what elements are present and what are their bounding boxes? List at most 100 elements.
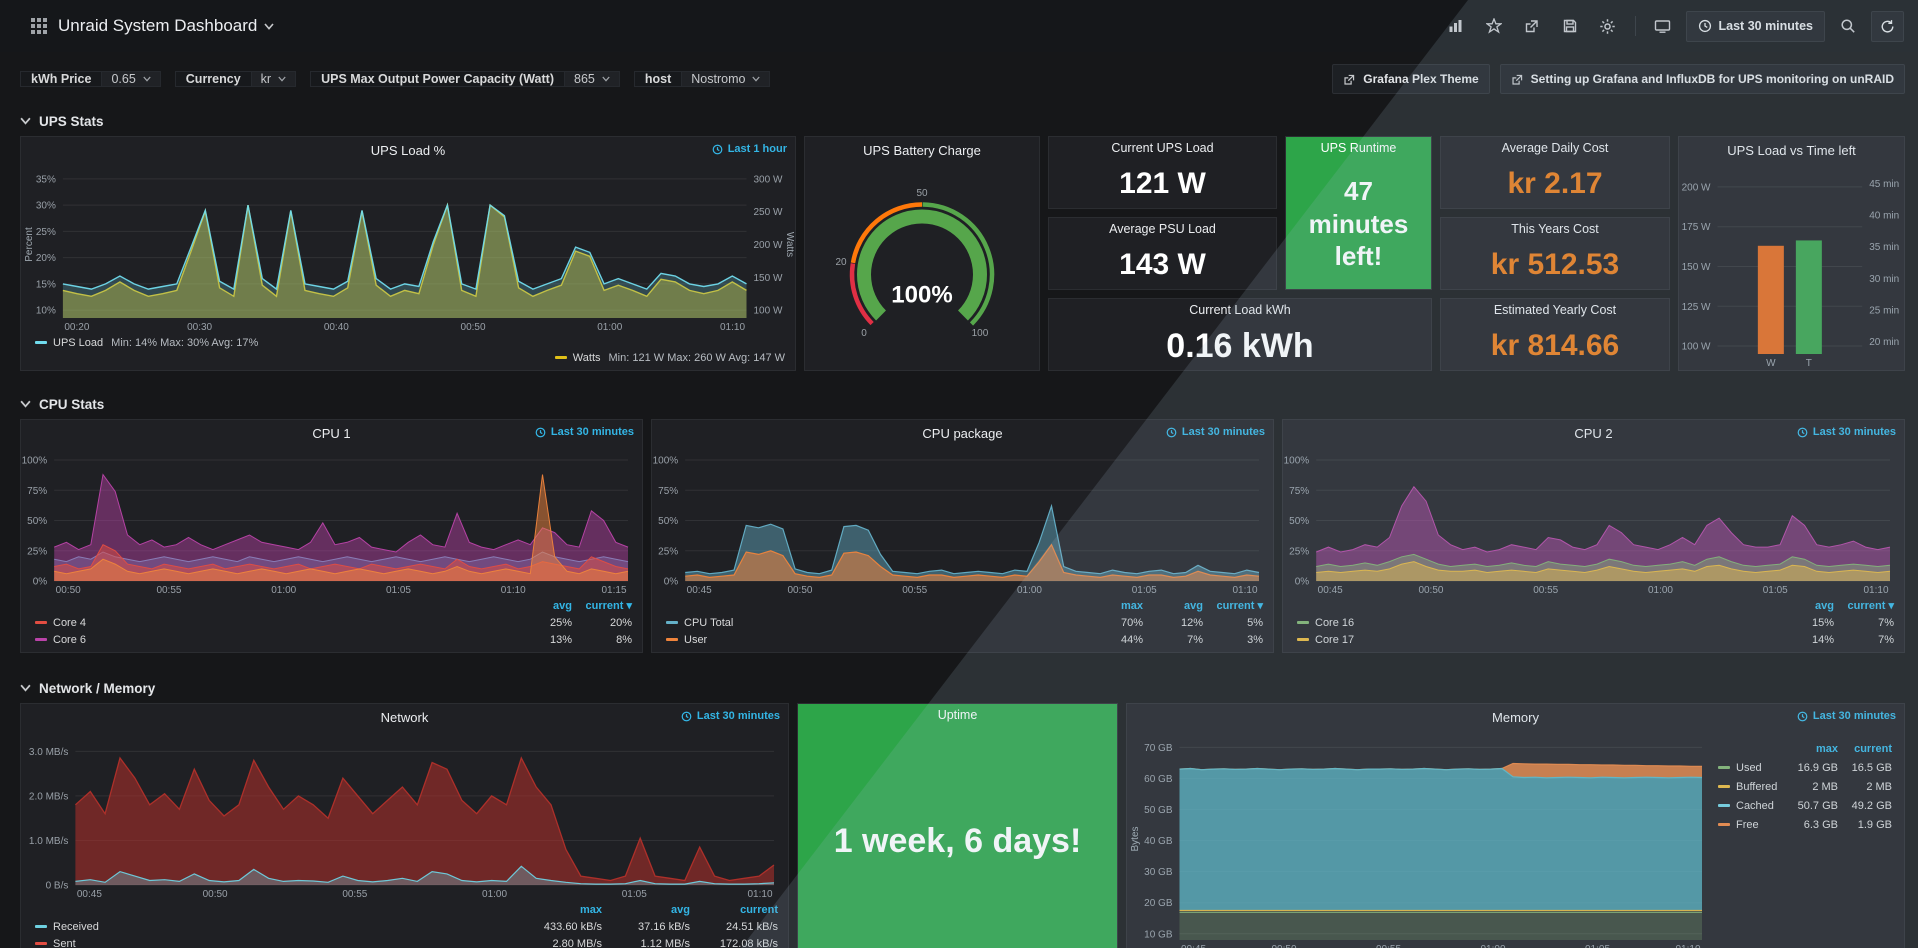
- panel-time-range[interactable]: Last 30 minutes: [1797, 426, 1896, 438]
- panel-title[interactable]: Estimated Yearly Cost: [1493, 303, 1617, 317]
- panel-title[interactable]: UPS Runtime: [1320, 141, 1397, 155]
- panel-time-range[interactable]: Last 30 minutes: [535, 426, 634, 438]
- svg-text:75%: 75%: [1289, 486, 1309, 497]
- svg-text:01:10: 01:10: [501, 585, 526, 596]
- link-grafana-plex-theme[interactable]: Grafana Plex Theme: [1332, 64, 1490, 94]
- panel-title[interactable]: Network: [380, 709, 429, 725]
- legend-key: [35, 341, 47, 344]
- ups-stats-grid: UPS Load % Last 1 hour 10% 15% 20% 25% 30% 35…: [20, 136, 1905, 371]
- legend-col-header[interactable]: avg: [553, 599, 572, 612]
- row-header-ups-stats[interactable]: UPS Stats: [20, 108, 1905, 134]
- legend-col-header[interactable]: avg: [671, 903, 690, 916]
- panel-title[interactable]: CPU 1: [312, 425, 351, 441]
- star-icon[interactable]: [1479, 11, 1509, 41]
- panel-title[interactable]: Average Daily Cost: [1501, 141, 1609, 155]
- legend-col-header[interactable]: max: [1815, 743, 1838, 755]
- legend-row[interactable]: User 44% 7% 3%: [666, 631, 1263, 648]
- cpu1-chart[interactable]: 0% 25% 50% 75% 100% 00:50 00:55 01:00 01:05 01:10…: [21, 446, 642, 597]
- panel-network: Network Last 30 minutes 0 B/s 1.0 MB/s 2.0…: [20, 703, 789, 948]
- panel-title[interactable]: Current Load kWh: [1189, 303, 1291, 317]
- add-panel-icon[interactable]: [1441, 11, 1471, 41]
- legend-row[interactable]: Core 4 25% 20%: [35, 614, 632, 631]
- legend-series-name[interactable]: Watts: [572, 351, 601, 364]
- panel-time-range[interactable]: Last 30 minutes: [1797, 710, 1896, 722]
- dashboard-title[interactable]: Unraid System Dashboard: [58, 16, 274, 36]
- cpu-package-chart[interactable]: 0% 25% 50% 75% 100% 00:45 00:50 00:55 01:00 01:05…: [652, 446, 1273, 597]
- svg-text:175 W: 175 W: [1682, 222, 1711, 233]
- svg-text:250 W: 250 W: [754, 207, 783, 218]
- save-icon[interactable]: [1555, 11, 1585, 41]
- panel-ups-runtime: UPS Runtime 47 minutes left!: [1285, 136, 1432, 290]
- panel-title[interactable]: Current UPS Load: [1111, 141, 1214, 155]
- panel-title[interactable]: This Years Cost: [1511, 222, 1599, 236]
- legend-row[interactable]: Sent 2.80 MB/s 1.12 MB/s 172.08 kB/s: [35, 935, 778, 948]
- panel-ups-load-vs-time-left: UPS Load vs Time left 100 W 125 W 150 W 175…: [1678, 136, 1905, 371]
- cpu2-chart[interactable]: 0% 25% 50% 75% 100% 00:45 00:50 00:55 01:00 01:05…: [1283, 446, 1904, 597]
- legend-col-header[interactable]: avg: [1184, 599, 1203, 612]
- panel-time-range[interactable]: Last 30 minutes: [681, 710, 780, 722]
- row-header-cpu-stats[interactable]: CPU Stats: [20, 391, 1905, 417]
- svg-text:150 W: 150 W: [1682, 262, 1711, 273]
- svg-text:100 W: 100 W: [1682, 342, 1711, 353]
- panel-title[interactable]: UPS Load vs Time left: [1727, 142, 1856, 158]
- row-header-network-memory[interactable]: Network / Memory: [20, 675, 1905, 701]
- row-title: UPS Stats: [39, 113, 104, 129]
- variable-value-dropdown[interactable]: 0.65: [101, 71, 161, 87]
- zoom-out-icon[interactable]: [1833, 11, 1863, 41]
- legend-col-header[interactable]: current ▾: [1216, 600, 1263, 612]
- svg-text:75%: 75%: [27, 486, 47, 497]
- legend-col-header[interactable]: max: [579, 903, 602, 916]
- svg-text:150 W: 150 W: [754, 273, 783, 284]
- svg-text:00:45: 00:45: [687, 585, 712, 596]
- time-range-picker[interactable]: Last 30 minutes: [1685, 10, 1825, 42]
- panel-title[interactable]: Uptime: [937, 708, 978, 722]
- dashboard-links: Grafana Plex Theme Setting up Grafana an…: [1332, 64, 1905, 94]
- panel-title[interactable]: UPS Battery Charge: [863, 142, 981, 158]
- legend-col-header[interactable]: current ▾: [1847, 600, 1894, 612]
- variable-value-dropdown[interactable]: kr: [250, 71, 297, 87]
- legend-row[interactable]: Core 6 13% 8%: [35, 631, 632, 648]
- variable-label: UPS Max Output Power Capacity (Watt): [310, 71, 564, 87]
- legend-series-name[interactable]: UPS Load: [53, 336, 104, 349]
- legend-col-header[interactable]: avg: [1815, 599, 1834, 612]
- legend-row[interactable]: Free 6.3 GB 1.9 GB: [1718, 815, 1892, 834]
- legend-row[interactable]: Core 17 14% 7%: [1297, 631, 1894, 648]
- legend-col-header[interactable]: current ▾: [585, 600, 632, 612]
- panel-title[interactable]: Memory: [1492, 709, 1539, 725]
- panel-this-years-cost: This Years Cost kr 512.53: [1440, 217, 1670, 290]
- refresh-button[interactable]: [1871, 10, 1904, 42]
- ups-load-chart[interactable]: 10% 15% 20% 25% 30% 35% 100 W 150 W 200 W 250 W 30…: [21, 163, 795, 334]
- svg-text:01:00: 01:00: [1648, 585, 1673, 596]
- variable-currency: Currency kr: [174, 71, 297, 87]
- legend-key: [35, 638, 47, 641]
- legend-row[interactable]: CPU Total 70% 12% 5%: [666, 614, 1263, 631]
- legend-row[interactable]: Cached 50.7 GB 49.2 GB: [1718, 796, 1892, 815]
- link-grafana-influxdb-guide[interactable]: Setting up Grafana and InfluxDB for UPS …: [1499, 64, 1905, 94]
- legend-row[interactable]: Received 433.60 kB/s 37.16 kB/s 24.51 kB/s: [35, 918, 778, 935]
- network-chart[interactable]: 0 B/s 1.0 MB/s 2.0 MB/s 3.0 MB/s 00:45 00:50 0…: [21, 730, 788, 901]
- tv-mode-icon[interactable]: [1648, 11, 1678, 41]
- legend-col-header[interactable]: current: [740, 903, 778, 916]
- settings-gear-icon[interactable]: [1593, 11, 1623, 41]
- load-vs-time-bar-chart[interactable]: 100 W 125 W 150 W 175 W 200 W 20 min 25 min 30 …: [1679, 163, 1904, 370]
- svg-text:01:15: 01:15: [601, 585, 626, 596]
- legend-col-header[interactable]: max: [1120, 599, 1143, 612]
- chevron-down-icon: [278, 76, 286, 82]
- panel-title[interactable]: UPS Load %: [370, 142, 446, 158]
- panel-title[interactable]: CPU 2: [1574, 425, 1613, 441]
- share-icon[interactable]: [1517, 11, 1547, 41]
- legend-row[interactable]: Core 16 15% 7%: [1297, 614, 1894, 631]
- legend-row[interactable]: Used 16.9 GB 16.5 GB: [1718, 758, 1892, 777]
- variable-value-dropdown[interactable]: 865: [564, 71, 620, 87]
- variable-value-dropdown[interactable]: Nostromo: [681, 71, 771, 87]
- legend-col-header[interactable]: current: [1854, 743, 1892, 755]
- svg-text:00:45: 00:45: [1181, 944, 1206, 948]
- panel-title[interactable]: Average PSU Load: [1109, 222, 1216, 236]
- panel-time-range[interactable]: Last 1 hour: [712, 143, 787, 155]
- panel-time-range[interactable]: Last 30 minutes: [1166, 426, 1265, 438]
- svg-text:T: T: [1806, 358, 1812, 369]
- legend-row[interactable]: Buffered 2 MB 2 MB: [1718, 777, 1892, 796]
- dashboards-grid-icon[interactable]: [30, 17, 48, 35]
- panel-title[interactable]: CPU package: [922, 425, 1003, 441]
- memory-chart[interactable]: 10 GB 20 GB 30 GB 40 GB 50 GB 60 GB 70 GB Bytes…: [1127, 730, 1716, 948]
